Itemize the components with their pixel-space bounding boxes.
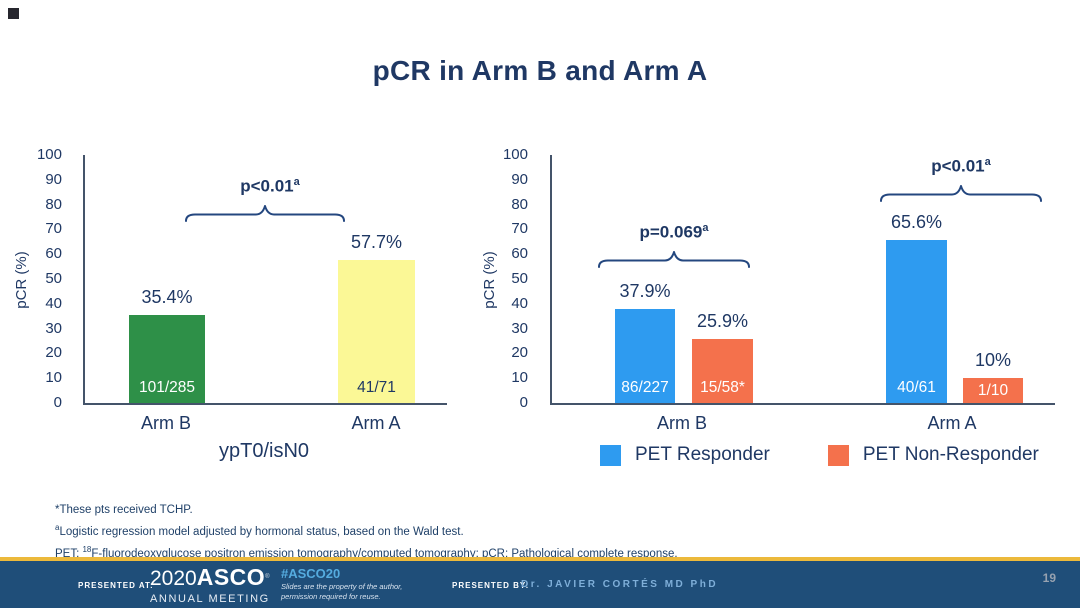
legend: PET Responder PET Non-Responder [600,444,1080,466]
footnote-regression: aLogistic regression model adjusted by h… [55,523,464,538]
y-tick-label: 70 [45,220,62,238]
y-tick-label: 70 [511,220,528,238]
gold-divider [0,557,1080,561]
y-tick-label: 10 [511,369,528,387]
legend-swatch-orange [827,444,849,466]
y-tick-label: 20 [45,344,62,362]
bar-arm-a-yellow: 57.7% 41/71 [338,232,415,403]
presenter-name: Dr. JAVIER CORTÉS MD PhD [521,579,719,590]
y-tick-label: 60 [45,245,62,263]
bar-arm-b-green: 35.4% 101/285 [129,287,205,403]
y-tick-label: 0 [519,394,528,411]
footer-disclaimer: Slides are the property of the author, p… [281,582,403,601]
bar-value-label: 10% [974,350,1012,371]
bar-count-label: 15/58* [700,379,745,396]
significance-brace [880,184,1042,202]
bar-count-label: 101/285 [138,379,196,396]
asco-logo-year: 2020 [150,567,197,590]
slide-title: pCR in Arm B and Arm A [372,54,708,86]
bar-value-label: 57.7% [350,231,403,252]
legend-swatch-blue [600,444,621,466]
legend-item-pet-responder: PET Responder [600,444,770,466]
y-tick-label: 20 [511,344,528,362]
bar-arm-a-pet-responder: 65.6% 40/61 [886,212,947,403]
bar-count-label: 1/10 [977,382,1009,399]
y-tick-label: 90 [511,170,528,188]
plot-area: 35.4% 101/285 57.7% 41/71 [83,155,447,405]
p-value-label: p<0.01a [931,156,991,176]
legend-label: PET Responder [635,444,770,465]
legend-label: PET Non-Responder [862,444,1039,465]
bar-count-label: 40/61 [897,379,936,396]
presented-by-label: PRESENTED BY: [452,581,530,590]
page-number: 19 [1042,571,1056,585]
bar-arm-b-pet-responder: 37.9% 86/227 [615,281,675,403]
corner-mark [8,8,19,19]
bar-value-label: 65.6% [890,212,943,233]
chart-pet-response: pCR (%) 0 10 20 30 40 50 60 70 80 90 100 37.9% 86/… [480,146,1076,478]
y-tick-label: 30 [511,319,528,337]
plot-area: 37.9% 86/227 25.9% 15/58* 65.6% 40/61 10… [550,155,1055,405]
significance-brace [185,204,345,222]
y-tick-label: 10 [45,369,62,387]
footnote-tchp: *These pts received TCHP. [55,503,193,516]
legend-item-pet-non-responder: PET Non-Responder [827,444,1039,466]
asco-logo: 2020ASCO® ANNUAL MEETING [150,565,270,606]
bar-count-label: 41/71 [357,379,396,396]
p-value-label: p=0.069a [639,222,709,242]
bar-arm-a-pet-non-responder: 10% 1/10 [963,350,1023,403]
bar-value-label: 35.4% [141,287,193,308]
registered-mark: ® [265,574,270,580]
y-tick-label: 100 [502,146,528,163]
x-axis-title: ypT0/isN0 [218,440,310,462]
bar-arm-b-pet-non-responder: 25.9% 15/58* [692,311,753,403]
presented-at-label: PRESENTED AT: [78,581,154,590]
hashtag: #ASCO20 [281,566,341,581]
y-tick-label: 80 [511,195,528,213]
significance-brace [598,250,750,268]
bar-value-label: 25.9% [696,310,749,331]
y-tick-label: 0 [53,394,62,411]
category-label-arm-a: Arm A [351,413,401,433]
footer-bar: PRESENTED AT: 2020ASCO® ANNUAL MEETING #… [0,561,1080,608]
y-tick-label: 40 [45,294,62,312]
chart-ypt0-isn0: pCR (%) 0 10 20 30 40 50 60 70 80 90 100 35.4% 101… [13,146,474,478]
category-label-arm-a: Arm A [927,413,977,433]
p-value-label: p<0.01a [240,176,300,196]
bar-value-label: 37.9% [619,281,671,302]
footnote-abbreviations: PET: 18F-fluorodeoxyglucose positron emi… [55,545,678,560]
y-axis-ticks: 0 10 20 30 40 50 60 70 80 90 100 [480,146,538,411]
asco-logo-name: ASCO [196,564,266,590]
y-tick-label: 50 [45,270,62,287]
asco-logo-subtitle: ANNUAL MEETING [150,593,270,605]
y-tick-label: 90 [45,170,62,188]
y-axis-ticks: 0 10 20 30 40 50 60 70 80 90 100 [14,146,72,411]
category-label-arm-b: Arm B [656,413,707,433]
y-tick-label: 50 [511,270,528,287]
bar-count-label: 86/227 [621,379,669,396]
y-tick-label: 60 [511,245,528,263]
y-tick-label: 30 [45,319,62,337]
y-tick-label: 80 [45,195,62,213]
category-label-arm-b: Arm B [140,413,191,433]
y-tick-label: 40 [511,294,528,312]
y-tick-label: 100 [36,146,62,163]
